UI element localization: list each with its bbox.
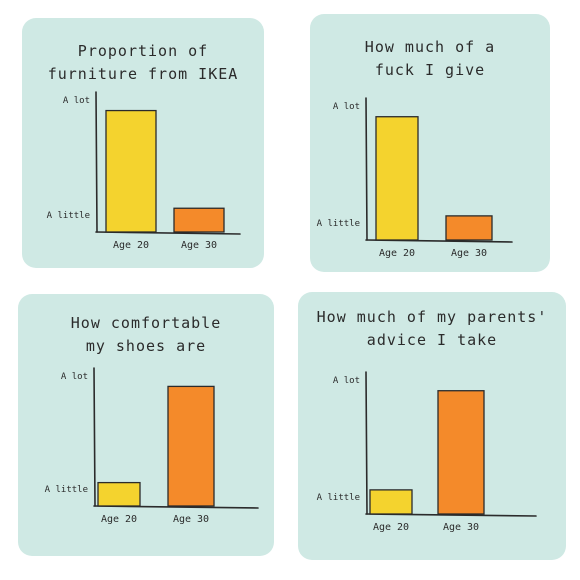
y-tick-label-high: A lot	[333, 102, 360, 112]
bar-chart: A lot A little Age 20 Age 30	[317, 97, 513, 259]
y-axis	[365, 97, 368, 241]
y-axis	[365, 371, 368, 515]
y-axis	[95, 91, 98, 233]
bar-age-20	[369, 489, 413, 515]
x-tick-label: Age 20	[113, 240, 149, 251]
bar-chart: A lot A little Age 20 Age 30	[45, 367, 259, 525]
bar-age-30	[437, 390, 485, 515]
x-tick-label: Age 20	[101, 514, 137, 525]
y-tick-label-low: A little	[47, 211, 90, 221]
y-tick-label-high: A lot	[61, 372, 88, 382]
y-tick-label-low: A little	[45, 485, 88, 495]
chart-title: How much of a fuck I give	[364, 38, 496, 79]
y-tick-label-low: A little	[317, 493, 360, 503]
x-tick-label: Age 30	[173, 514, 209, 525]
bar-age-30	[173, 207, 225, 233]
x-tick-label: Age 30	[443, 522, 479, 533]
chart-title: Proportion of furniture from IKEA	[47, 42, 239, 83]
y-tick-label-high: A lot	[333, 376, 360, 386]
chart-title: How much of my parents' advice I take	[316, 308, 548, 349]
x-tick-label: Age 20	[379, 248, 415, 259]
bar-chart: A lot A little Age 20 Age 30	[317, 371, 537, 533]
bar-age-20	[105, 109, 157, 233]
x-tick-label: Age 30	[181, 240, 217, 251]
bar-age-20	[375, 116, 419, 241]
chart-panel-give: How much of a fuck I give A lot A little A…	[310, 14, 550, 272]
y-tick-label-low: A little	[317, 219, 360, 229]
bar-age-30	[445, 215, 493, 241]
x-tick-label: Age 30	[451, 248, 487, 259]
y-tick-label-high: A lot	[63, 96, 90, 106]
chart-title: How comfortable my shoes are	[70, 314, 222, 355]
x-tick-label: Age 20	[373, 522, 409, 533]
chart-panel-shoes: How comfortable my shoes are A lot A litt…	[18, 294, 274, 556]
chart-panel-advice: How much of my parents' advice I take A …	[298, 292, 566, 560]
bar-chart: A lot A little Age 20 Age 30	[47, 91, 241, 251]
bar-age-20	[97, 481, 141, 507]
y-axis	[93, 367, 96, 507]
chart-panel-ikea: Proportion of furniture from IKEA A lot A…	[22, 18, 264, 268]
bar-age-30	[167, 385, 215, 507]
